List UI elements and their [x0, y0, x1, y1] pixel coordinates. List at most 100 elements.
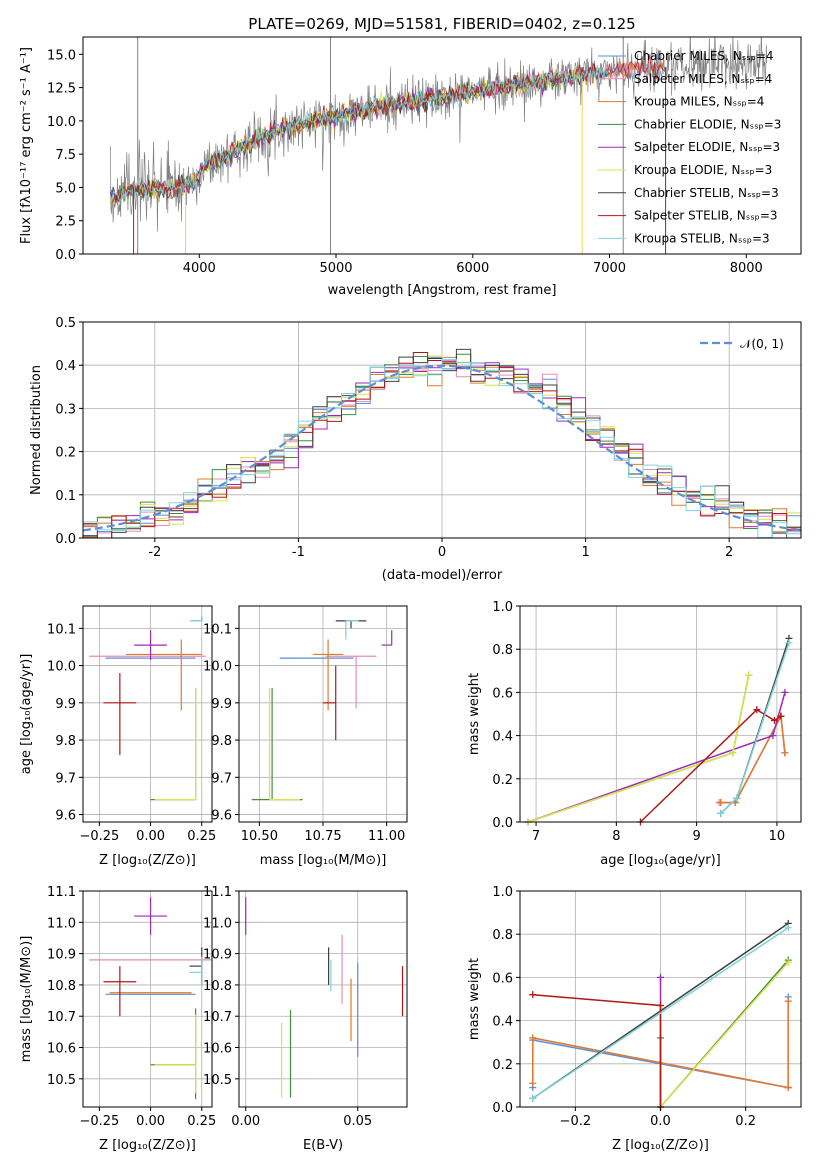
- x-axis-label: Z [log₁₀(Z/Z⊙)]: [99, 1138, 196, 1153]
- y-tick-label: 0.4: [492, 730, 513, 745]
- legend-label: Chabrier STELIB, Nₛₛₚ=3: [634, 186, 779, 200]
- x-tick-label: 10: [769, 829, 786, 844]
- y-tick-label: 0.4: [55, 359, 76, 374]
- x-axis-label: Z [log₁₀(Z/Z⊙)]: [612, 1138, 709, 1153]
- x-tick-label: 6000: [456, 261, 489, 276]
- y-tick-label: 10.9: [203, 948, 232, 963]
- x-axis-label: wavelength [Angstrom, rest frame]: [328, 283, 557, 298]
- point-marker: [781, 688, 789, 696]
- x-tick-label: 8000: [730, 261, 763, 276]
- y-tick-label: 9.8: [211, 734, 232, 749]
- legend-label: Kroupa ELODIE, Nₛₛₚ=3: [634, 163, 772, 177]
- x-tick-label: 7000: [593, 261, 626, 276]
- series-kroupa_elodie: [659, 961, 789, 1108]
- y-tick-label: 9.7: [55, 771, 76, 786]
- x-tick-label: 0.00: [231, 1114, 260, 1129]
- x-tick-label: 5000: [319, 261, 352, 276]
- y-tick-label: 10.0: [47, 660, 76, 675]
- x-tick-label: 0.2: [735, 1114, 756, 1129]
- y-tick-label: 0.8: [492, 928, 513, 943]
- y-tick-label: 0.6: [492, 686, 513, 701]
- x-tick-label: −0.25: [79, 1114, 119, 1129]
- point-marker: [529, 1094, 537, 1102]
- y-tick-label: 0.3: [55, 402, 76, 417]
- y-tick-label: 10.1: [47, 622, 76, 637]
- errorbar-plot: [89, 897, 212, 1100]
- point-marker: [733, 794, 741, 802]
- x-tick-label: 0.0: [650, 1114, 671, 1129]
- y-tick-label: 11.0: [203, 916, 232, 931]
- y-axis-label: Flux [fλ10⁻¹⁷ erg cm⁻² s⁻¹ A⁻¹]: [19, 47, 34, 244]
- y-tick-label: 0.0: [55, 248, 76, 263]
- x-tick-label: 0.00: [136, 829, 165, 844]
- y-tick-label: 9.8: [55, 734, 76, 749]
- y-tick-label: 11.1: [203, 885, 232, 900]
- y-tick-label: 10.8: [47, 979, 76, 994]
- spectrum-plot: [109, 37, 768, 254]
- point-marker: [657, 973, 664, 981]
- point-marker: [753, 706, 761, 714]
- x-tick-label: 0.05: [343, 1114, 372, 1129]
- series-kroupa_miles: [720, 713, 786, 804]
- y-tick-label: 0.0: [492, 1101, 513, 1116]
- x-tick-label: −0.25: [79, 829, 119, 844]
- y-tick-label: 10.7: [203, 1010, 232, 1025]
- y-tick-label: 10.0: [47, 115, 76, 130]
- x-tick-label: 1: [581, 545, 589, 560]
- model-kroupa_stelib: [109, 64, 610, 203]
- axes-frame: [519, 605, 802, 823]
- point-marker: [771, 716, 779, 724]
- legend-label: Chabrier MILES, Nₛₛₚ=4: [634, 49, 774, 63]
- y-axis-label: Normed distribution: [29, 365, 44, 495]
- x-tick-label: 11.00: [368, 829, 405, 844]
- x-tick-label: 0.25: [187, 1114, 216, 1129]
- chart-title: PLATE=0269, MJD=51581, FIBERID=0402, z=0…: [248, 15, 635, 33]
- errorbar-plot: [89, 617, 206, 801]
- x-tick-label: -1: [292, 545, 305, 560]
- axes-frame: [238, 890, 408, 1108]
- y-tick-label: 0.8: [492, 643, 513, 658]
- y-tick-label: 2.5: [55, 215, 76, 230]
- point-marker: [784, 997, 792, 1005]
- y-tick-label: 0.1: [55, 489, 76, 504]
- x-axis-label: age [log₁₀(age/yr)]: [600, 853, 721, 868]
- point-marker: [785, 639, 793, 647]
- series-salpeter_stelib: [639, 708, 782, 823]
- y-tick-label: 9.7: [211, 771, 232, 786]
- legend-label: Salpeter MILES, Nₛₛₚ=4: [634, 72, 772, 86]
- series-salpeter_elodie: [527, 692, 786, 823]
- y-axis-label: mass weight: [467, 958, 482, 1040]
- y-tick-label: 11.1: [47, 885, 76, 900]
- legend-label: 𝒩(0, 1): [740, 337, 784, 351]
- point-marker: [729, 749, 737, 757]
- y-tick-label: 0.2: [492, 773, 513, 788]
- series-kroupa_stelib: [532, 927, 789, 1100]
- y-tick-label: 9.6: [55, 809, 76, 824]
- y-tick-label: 0.2: [55, 446, 76, 461]
- axes-frame: [82, 890, 213, 1108]
- series-chabrier_stelib: [720, 638, 790, 814]
- y-tick-label: 5.0: [55, 181, 76, 196]
- y-tick-label: 0.0: [55, 532, 76, 547]
- y-tick-label: 9.9: [211, 697, 232, 712]
- errorbar-plot: [245, 897, 404, 1098]
- y-tick-label: 15.0: [47, 48, 76, 63]
- y-tick-label: 12.5: [47, 82, 76, 97]
- y-tick-label: 10.6: [203, 1042, 232, 1057]
- point-marker: [529, 991, 537, 999]
- errorbar-plot: [251, 620, 393, 801]
- x-tick-label: 10.75: [304, 829, 341, 844]
- x-tick-label: 0.00: [136, 1114, 165, 1129]
- y-tick-label: 9.9: [55, 697, 76, 712]
- y-tick-label: 10.5: [203, 1073, 232, 1088]
- y-tick-label: 10.0: [203, 660, 232, 675]
- y-tick-label: 7.5: [55, 148, 76, 163]
- point-marker: [784, 958, 792, 966]
- x-tick-label: -2: [148, 545, 161, 560]
- y-tick-label: 10.5: [47, 1073, 76, 1088]
- x-tick-label: 0: [438, 545, 446, 560]
- y-tick-label: 9.6: [211, 809, 232, 824]
- point-marker: [657, 1001, 664, 1009]
- x-tick-label: 10.50: [241, 829, 278, 844]
